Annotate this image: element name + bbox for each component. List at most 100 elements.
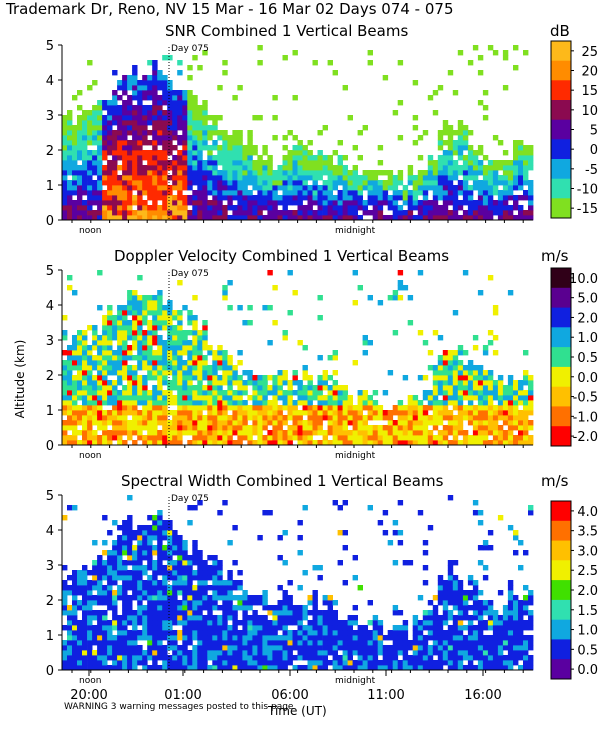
heatmap-cell: [97, 355, 103, 361]
heatmap-cell: [117, 565, 123, 571]
heatmap-cell: [487, 165, 494, 171]
heatmap-cell: [182, 560, 188, 566]
heatmap-cell: [513, 600, 519, 606]
heatmap-cell: [187, 570, 193, 576]
heatmap-cell: [67, 630, 73, 636]
heatmap-cell: [212, 580, 218, 586]
heatmap-cell: [523, 170, 529, 176]
colorbar-tick-label: 15: [581, 84, 598, 99]
heatmap-cell: [392, 295, 399, 301]
heatmap-cell: [207, 145, 213, 151]
heatmap-cell: [513, 200, 519, 206]
heatmap-cell: [317, 165, 323, 171]
heatmap-cell: [257, 650, 263, 656]
heatmap-cell: [332, 195, 338, 201]
heatmap-cell: [177, 665, 183, 671]
heatmap-cell: [172, 145, 178, 151]
heatmap-cell: [267, 270, 273, 276]
heatmap-cell: [227, 395, 233, 401]
heatmap-cell: [497, 390, 504, 396]
heatmap-cell: [192, 190, 198, 196]
heatmap-cell: [212, 190, 218, 196]
heatmap-cell: [107, 600, 113, 606]
heatmap-cell: [202, 645, 208, 651]
heatmap-cell: [347, 400, 353, 406]
heatmap-cell: [407, 415, 414, 421]
heatmap-cell: [518, 635, 524, 641]
heatmap-cell: [177, 440, 183, 446]
heatmap-cell: [142, 165, 148, 171]
heatmap-cell: [62, 585, 68, 591]
heatmap-cell: [122, 530, 128, 536]
heatmap-cell: [122, 125, 128, 131]
heatmap-cell: [177, 370, 183, 376]
heatmap-cell: [442, 170, 449, 176]
heatmap-cell: [497, 655, 504, 661]
heatmap-cell: [352, 175, 358, 181]
heatmap-cell: [457, 170, 464, 176]
y-tick-label: 3: [46, 334, 54, 349]
heatmap-cell: [432, 180, 439, 186]
heatmap-cell: [312, 390, 318, 396]
heatmap-cell: [502, 410, 509, 416]
heatmap-cell: [187, 355, 193, 361]
heatmap-cell: [72, 630, 78, 636]
heatmap-cell: [117, 365, 123, 371]
heatmap-cell: [157, 610, 163, 616]
heatmap-cell: [447, 365, 454, 371]
heatmap-cell: [402, 650, 409, 656]
y-tick-label: 2: [46, 144, 54, 159]
heatmap-cell: [422, 580, 429, 586]
heatmap-cell: [152, 70, 158, 76]
heatmap-cell: [247, 660, 253, 666]
heatmap-cell: [92, 415, 98, 421]
heatmap-cell: [322, 375, 328, 381]
heatmap-cell: [142, 585, 148, 591]
heatmap-cell: [212, 440, 218, 446]
heatmap-cell: [497, 415, 504, 421]
heatmap-cell: [447, 180, 454, 186]
heatmap-cell: [117, 140, 123, 146]
heatmap-cell: [528, 655, 534, 661]
heatmap-cell: [177, 645, 183, 651]
heatmap-cell: [352, 165, 358, 171]
heatmap-cell: [407, 170, 414, 176]
heatmap-cell: [237, 580, 243, 586]
heatmap-cell: [97, 615, 103, 621]
heatmap-cell: [302, 410, 308, 416]
heatmap-cell: [342, 640, 348, 646]
heatmap-cell: [222, 160, 228, 166]
heatmap-cell: [147, 295, 153, 301]
heatmap-cell: [212, 560, 218, 566]
heatmap-cell: [192, 215, 198, 221]
heatmap-cell: [152, 210, 158, 216]
heatmap-cell: [332, 420, 338, 426]
heatmap-cell: [477, 215, 484, 221]
heatmap-cell: [102, 340, 108, 346]
heatmap-cell: [332, 370, 338, 376]
heatmap-cell: [247, 395, 253, 401]
heatmap-cell: [247, 210, 253, 216]
heatmap-cell: [87, 380, 93, 386]
heatmap-cell: [132, 410, 138, 416]
heatmap-cell: [182, 400, 188, 406]
heatmap-cell: [452, 375, 459, 381]
heatmap-cell: [297, 200, 303, 206]
heatmap-cell: [147, 75, 153, 81]
heatmap-cell: [457, 190, 464, 196]
heatmap-cell: [442, 580, 449, 586]
heatmap-cell: [262, 390, 268, 396]
heatmap-cell: [342, 190, 348, 196]
heatmap-cell: [172, 125, 178, 131]
heatmap-cell: [167, 425, 173, 431]
heatmap-cell: [122, 180, 128, 186]
heatmap-cell: [528, 195, 534, 201]
heatmap-cell: [322, 160, 328, 166]
heatmap-cell: [107, 370, 113, 376]
heatmap-cell: [147, 165, 153, 171]
heatmap-cell: [472, 390, 479, 396]
heatmap-cell: [523, 150, 529, 156]
heatmap-cell: [287, 580, 293, 586]
heatmap-cell: [107, 215, 113, 221]
heatmap-cell: [312, 660, 318, 666]
